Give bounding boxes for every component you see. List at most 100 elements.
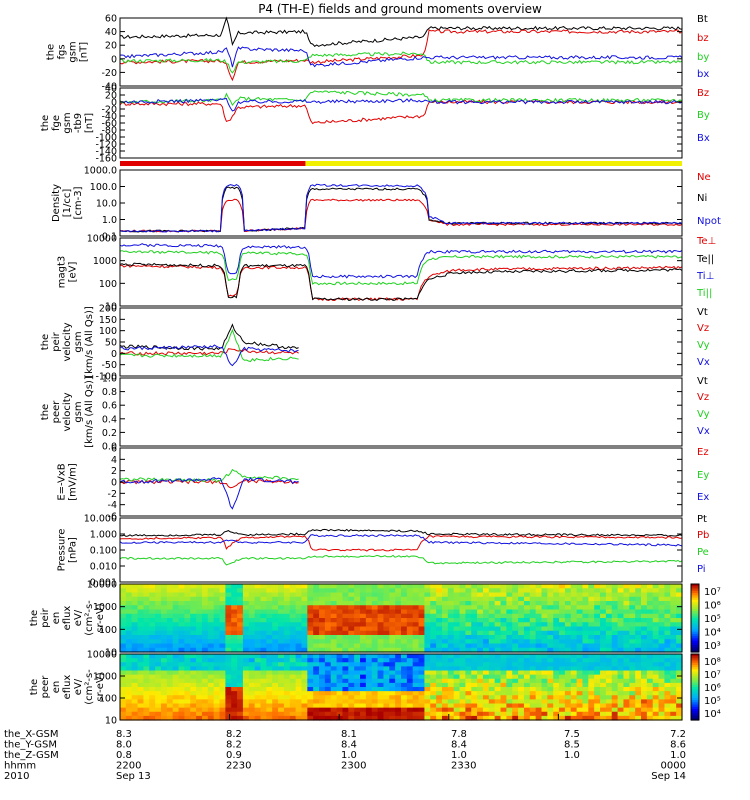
heatmap-cell — [120, 618, 127, 623]
ephemeris-value: 8.2 — [226, 729, 242, 740]
heatmap-cell — [307, 691, 314, 696]
heatmap-cell — [518, 613, 525, 619]
heatmap-cell — [523, 699, 531, 705]
heatmap-cell — [453, 654, 461, 659]
heatmap-cell — [184, 630, 191, 636]
heatmap-cell — [166, 678, 174, 684]
heatmap-cell — [605, 711, 613, 717]
heatmap-cell — [494, 682, 502, 688]
heatmap-cell — [213, 626, 221, 632]
heatmap-cell — [166, 601, 174, 606]
heatmap-cell — [605, 584, 613, 589]
heatmap-cell — [389, 691, 396, 696]
heatmap-cell — [125, 639, 133, 645]
heatmap-cell — [424, 588, 431, 594]
heatmap-cell — [213, 613, 221, 619]
panel-frame — [119, 653, 683, 721]
heatmap-cell — [207, 711, 215, 717]
heatmap-cell — [313, 647, 320, 653]
heatmap-cell — [313, 584, 320, 589]
heatmap-cell — [594, 647, 601, 653]
heatmap-cell — [377, 711, 385, 717]
heatmap-cell — [482, 654, 490, 659]
heatmap-cell — [547, 639, 554, 645]
heatmap-cell — [430, 635, 437, 640]
heatmap-cell — [260, 605, 267, 611]
heatmap-cell — [213, 618, 221, 623]
heatmap-cell — [330, 596, 338, 602]
heatmap-cell — [389, 695, 396, 700]
colorbar-step — [691, 676, 699, 679]
heatmap-cell — [131, 588, 139, 594]
heatmap-cell — [459, 703, 466, 709]
heatmap-cell — [319, 639, 326, 645]
legend-Bz: Bz — [697, 88, 709, 99]
heatmap-cell — [172, 682, 180, 688]
heatmap-cell — [500, 626, 507, 632]
heatmap-cell — [160, 678, 168, 684]
heatmap-cell — [354, 584, 361, 589]
heatmap-cell — [371, 596, 379, 602]
heatmap-cell — [342, 703, 349, 709]
heatmap-cell — [319, 666, 326, 672]
heatmap-cell — [225, 654, 232, 659]
heatmap-cell — [600, 588, 607, 594]
heatmap-cell — [541, 613, 548, 619]
heatmap-cell — [178, 592, 185, 598]
heatmap-cell — [237, 711, 244, 717]
heatmap-cell — [488, 596, 496, 602]
heatmap-cell — [623, 654, 630, 659]
heatmap-cell — [301, 592, 308, 598]
heatmap-cell — [254, 678, 262, 684]
heatmap-cell — [436, 682, 443, 688]
heatmap-cell — [512, 584, 519, 589]
legend-Ti||: Ti|| — [696, 288, 712, 299]
heatmap-cell — [166, 707, 174, 713]
heatmap-cell — [652, 584, 660, 589]
heatmap-cell — [248, 609, 256, 615]
heatmap-cell — [348, 609, 355, 615]
heatmap-cell — [319, 647, 326, 653]
heatmap-cell — [611, 654, 619, 659]
heatmap-cell — [330, 687, 338, 692]
heatmap-cell — [523, 691, 531, 696]
heatmap-cell — [125, 699, 133, 705]
heatmap-cell — [617, 588, 625, 594]
heatmap-cell — [406, 584, 414, 589]
heatmap-cell — [477, 678, 484, 684]
heatmap-cell — [354, 662, 361, 667]
heatmap-cell — [324, 707, 332, 713]
heatmap-cell — [430, 678, 437, 684]
heatmap-cell — [600, 609, 607, 615]
heatmap-cell — [506, 715, 513, 721]
heatmap-cell — [652, 703, 660, 709]
heatmap-cell — [541, 609, 548, 615]
heatmap-cell — [623, 662, 630, 667]
heatmap-cell — [506, 630, 513, 636]
heatmap-cell — [670, 605, 677, 611]
heatmap-cell — [424, 699, 431, 705]
heatmap-cell — [137, 658, 145, 663]
heatmap-cell — [272, 588, 279, 594]
heatmap-cell — [430, 601, 437, 606]
heatmap-cell — [500, 670, 507, 676]
y-axis-label: magt3 — [57, 256, 68, 289]
heatmap-cell — [447, 715, 455, 721]
heatmap-cell — [260, 715, 267, 721]
heatmap-cell — [295, 639, 303, 645]
heatmap-cell — [512, 647, 519, 653]
heatmap-cell — [125, 707, 133, 713]
heatmap-cell — [453, 618, 461, 623]
heatmap-cell — [582, 618, 589, 623]
heatmap-cell — [260, 695, 267, 700]
heatmap-cell — [623, 584, 630, 589]
heatmap-cell — [225, 674, 232, 680]
heatmap-cell — [582, 654, 589, 659]
heatmap-cell — [646, 601, 654, 606]
heatmap-cell — [646, 592, 654, 598]
heatmap-cell — [266, 605, 273, 611]
heatmap-cell — [313, 596, 320, 602]
heatmap-cell — [605, 691, 613, 696]
heatmap-cell — [465, 605, 472, 611]
